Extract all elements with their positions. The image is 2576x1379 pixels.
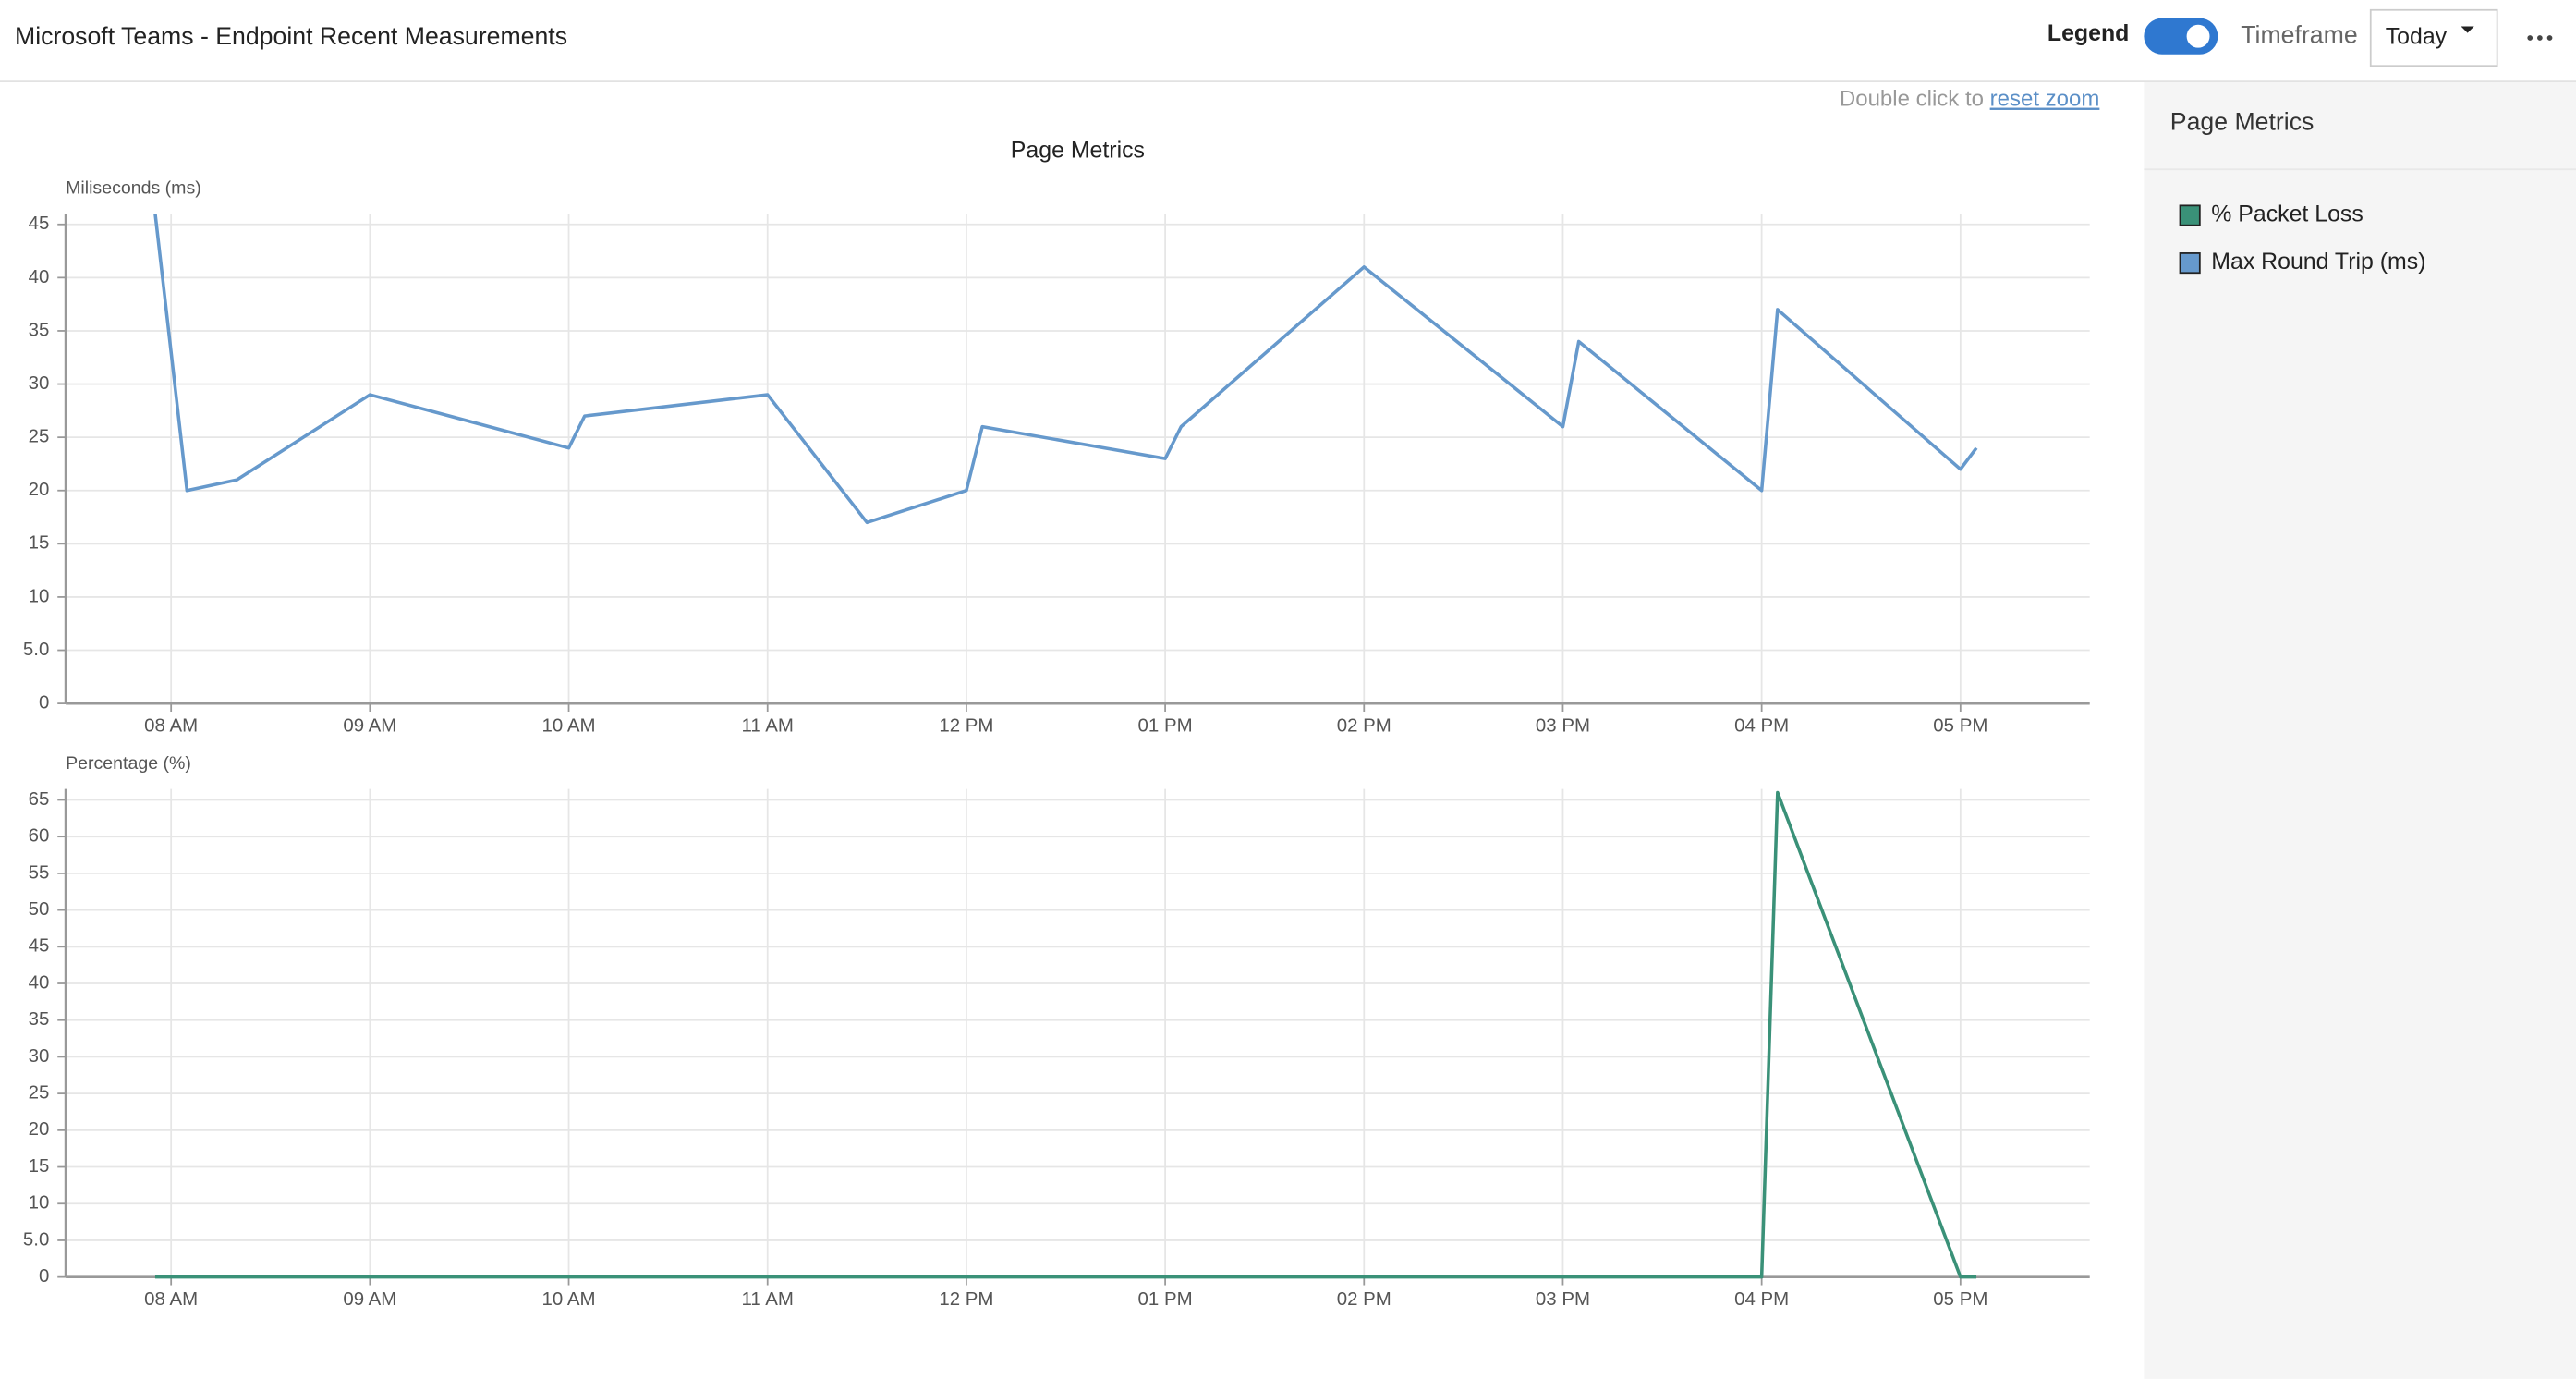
zoom-hint-text: Double click to bbox=[1840, 87, 1984, 112]
x-tick-label: 03 PM bbox=[1536, 714, 1590, 736]
y-tick-label: 40 bbox=[29, 971, 50, 993]
x-tick-label: 11 AM bbox=[742, 714, 794, 736]
y-tick-label: 25 bbox=[29, 1082, 50, 1104]
dropdown-box[interactable] bbox=[2369, 8, 2498, 67]
x-tick-label: 12 PM bbox=[939, 1288, 993, 1310]
reset-zoom-link[interactable]: reset zoom bbox=[1990, 87, 2100, 112]
y-tick-label: 40 bbox=[29, 266, 50, 287]
dot[interactable] bbox=[2546, 35, 2553, 41]
dropdown-caret[interactable] bbox=[2461, 26, 2474, 33]
legend-swatch bbox=[2179, 204, 2201, 226]
more-menu[interactable] bbox=[2527, 35, 2553, 41]
legend-label: Legend bbox=[2047, 20, 2129, 46]
sidebar bbox=[2144, 82, 2576, 1379]
timeframe-label: Timeframe bbox=[2241, 20, 2357, 48]
x-tick-label: 08 AM bbox=[144, 1288, 198, 1310]
y-tick-label: 35 bbox=[29, 319, 50, 340]
y-tick-label: 20 bbox=[29, 1118, 50, 1140]
y-tick-label: 50 bbox=[29, 898, 50, 920]
y-tick-label: 0 bbox=[39, 1265, 49, 1287]
legend-swatch bbox=[2179, 252, 2201, 275]
x-tick-label: 11 AM bbox=[742, 1288, 794, 1310]
y-tick-label: 55 bbox=[29, 861, 50, 883]
y-tick-label: 60 bbox=[29, 825, 50, 847]
x-tick-label: 01 PM bbox=[1138, 714, 1193, 736]
x-tick-label: 05 PM bbox=[1933, 714, 1987, 736]
x-tick-label: 02 PM bbox=[1337, 714, 1391, 736]
x-tick-label: 10 AM bbox=[542, 1288, 596, 1310]
chart-title: Page Metrics bbox=[1011, 137, 1145, 163]
toggle-knob[interactable] bbox=[2186, 24, 2210, 48]
zoom-hint: Double click to reset zoom bbox=[1840, 87, 2099, 112]
series-line bbox=[153, 214, 1978, 525]
x-tick-label: 10 AM bbox=[542, 714, 596, 736]
y-tick-label: 45 bbox=[29, 213, 50, 234]
y-tick-label: 15 bbox=[29, 1155, 50, 1177]
y-tick-label: 30 bbox=[29, 372, 50, 394]
y-tick-label: 5.0 bbox=[23, 639, 49, 660]
y-tick-label: 65 bbox=[29, 788, 50, 810]
y-tick-label: 45 bbox=[29, 935, 50, 957]
y-axis-label: Miliseconds (ms) bbox=[66, 178, 201, 199]
x-tick-label: 09 AM bbox=[343, 1288, 396, 1310]
y-tick-label: 10 bbox=[29, 585, 50, 606]
legend-entry: Max Round Trip (ms) bbox=[2211, 249, 2425, 275]
x-tick-label: 04 PM bbox=[1734, 714, 1789, 736]
y-tick-label: 15 bbox=[29, 532, 50, 554]
x-tick-label: 01 PM bbox=[1138, 1288, 1193, 1310]
x-tick-label: 12 PM bbox=[939, 714, 993, 736]
y-tick-label: 0 bbox=[39, 692, 49, 714]
x-tick-label: 09 AM bbox=[343, 714, 396, 736]
y-tick-label: 5.0 bbox=[23, 1228, 49, 1250]
y-axis-label: Percentage (%) bbox=[66, 753, 191, 774]
y-tick-label: 25 bbox=[29, 426, 50, 447]
page-title: Microsoft Teams - Endpoint Recent Measur… bbox=[15, 22, 567, 50]
y-tick-label: 10 bbox=[29, 1192, 50, 1214]
y-tick-label: 20 bbox=[29, 479, 50, 500]
y-tick-label: 35 bbox=[29, 1008, 50, 1030]
legend-entry: % Packet Loss bbox=[2211, 201, 2363, 227]
x-tick-label: 04 PM bbox=[1734, 1288, 1789, 1310]
series-line bbox=[154, 790, 1977, 1279]
dot[interactable] bbox=[2537, 35, 2543, 41]
x-tick-label: 05 PM bbox=[1933, 1288, 1987, 1310]
dot[interactable] bbox=[2527, 35, 2533, 41]
x-tick-label: 03 PM bbox=[1536, 1288, 1590, 1310]
dropdown-value[interactable]: Today bbox=[2386, 24, 2448, 50]
sidebar-title: Page Metrics bbox=[2170, 108, 2315, 136]
x-tick-label: 08 AM bbox=[144, 714, 198, 736]
x-tick-label: 02 PM bbox=[1337, 1288, 1391, 1310]
legend-toggle[interactable] bbox=[2144, 18, 2218, 55]
timeframe-dropdown[interactable]: Today bbox=[2369, 8, 2498, 67]
y-tick-label: 30 bbox=[29, 1045, 50, 1067]
